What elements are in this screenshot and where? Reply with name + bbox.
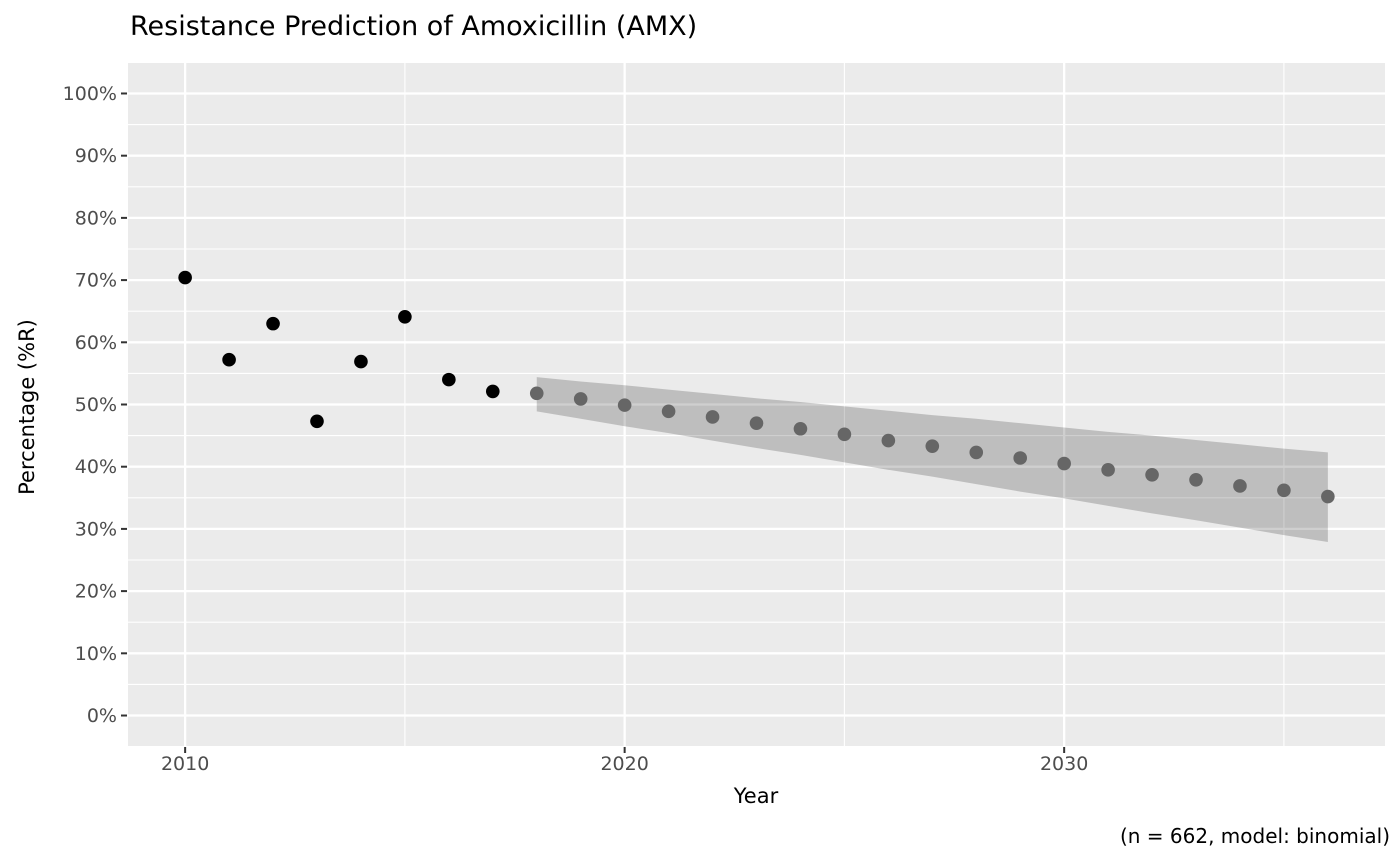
y-tick-label: 40% [75,456,117,478]
predicted-points [529,386,1335,504]
chart-title: Resistance Prediction of Amoxicillin (AM… [130,11,698,42]
predicted-point [705,410,720,424]
predicted-point [617,398,632,412]
predicted-point [1233,479,1247,493]
y-tick-label: 50% [75,394,117,416]
predicted-point [793,421,808,436]
predicted-point [1101,463,1115,477]
y-tick-label: 90% [75,145,117,167]
observed-point [222,352,236,367]
x-axis-title: Year [733,784,779,808]
y-tick-label: 10% [75,643,117,665]
predicted-point [837,427,852,442]
observed-points [178,270,500,429]
predicted-point [1189,472,1203,487]
x-tick-labels: 2010 2020 2030 [161,753,1088,775]
y-tick-label: 30% [75,518,117,540]
observed-point [178,270,192,285]
y-axis-title: Percentage (%R) [15,319,39,495]
predicted-point [1013,451,1028,465]
observed-point [354,354,368,369]
confidence-ribbon [536,377,1328,542]
observed-point [442,372,456,387]
predicted-point [573,392,588,406]
predicted-point [1321,489,1335,504]
chart-caption: (n = 662, model: binomial) [1119,824,1390,848]
x-tick-label: 2030 [1040,753,1088,775]
predicted-point [1057,456,1071,471]
y-tick-label: 20% [75,581,117,603]
x-tick-label: 2010 [161,753,209,775]
predicted-point [881,433,896,448]
predicted-point [661,404,676,419]
x-tick-label: 2020 [600,753,648,775]
predicted-point [1145,467,1159,482]
predicted-point [969,445,984,460]
observed-point [485,384,500,399]
predicted-point [749,416,764,430]
y-tick-label: 70% [75,270,117,292]
predicted-point [925,439,940,453]
observed-point [266,316,280,331]
y-tick-label: 100% [63,83,117,105]
observed-point [398,309,412,324]
predicted-point [1277,483,1291,498]
tick-marks [121,92,1066,753]
observed-point [310,414,324,429]
predicted-point [529,386,544,401]
y-tick-label: 60% [75,332,117,354]
y-tick-labels: 0% 10% 20% 30% 40% 50% 60% 70% 80% 90% 100% [63,83,117,727]
y-tick-label: 80% [75,207,117,229]
major-gridlines [128,63,1385,746]
y-tick-label: 0% [87,705,117,727]
